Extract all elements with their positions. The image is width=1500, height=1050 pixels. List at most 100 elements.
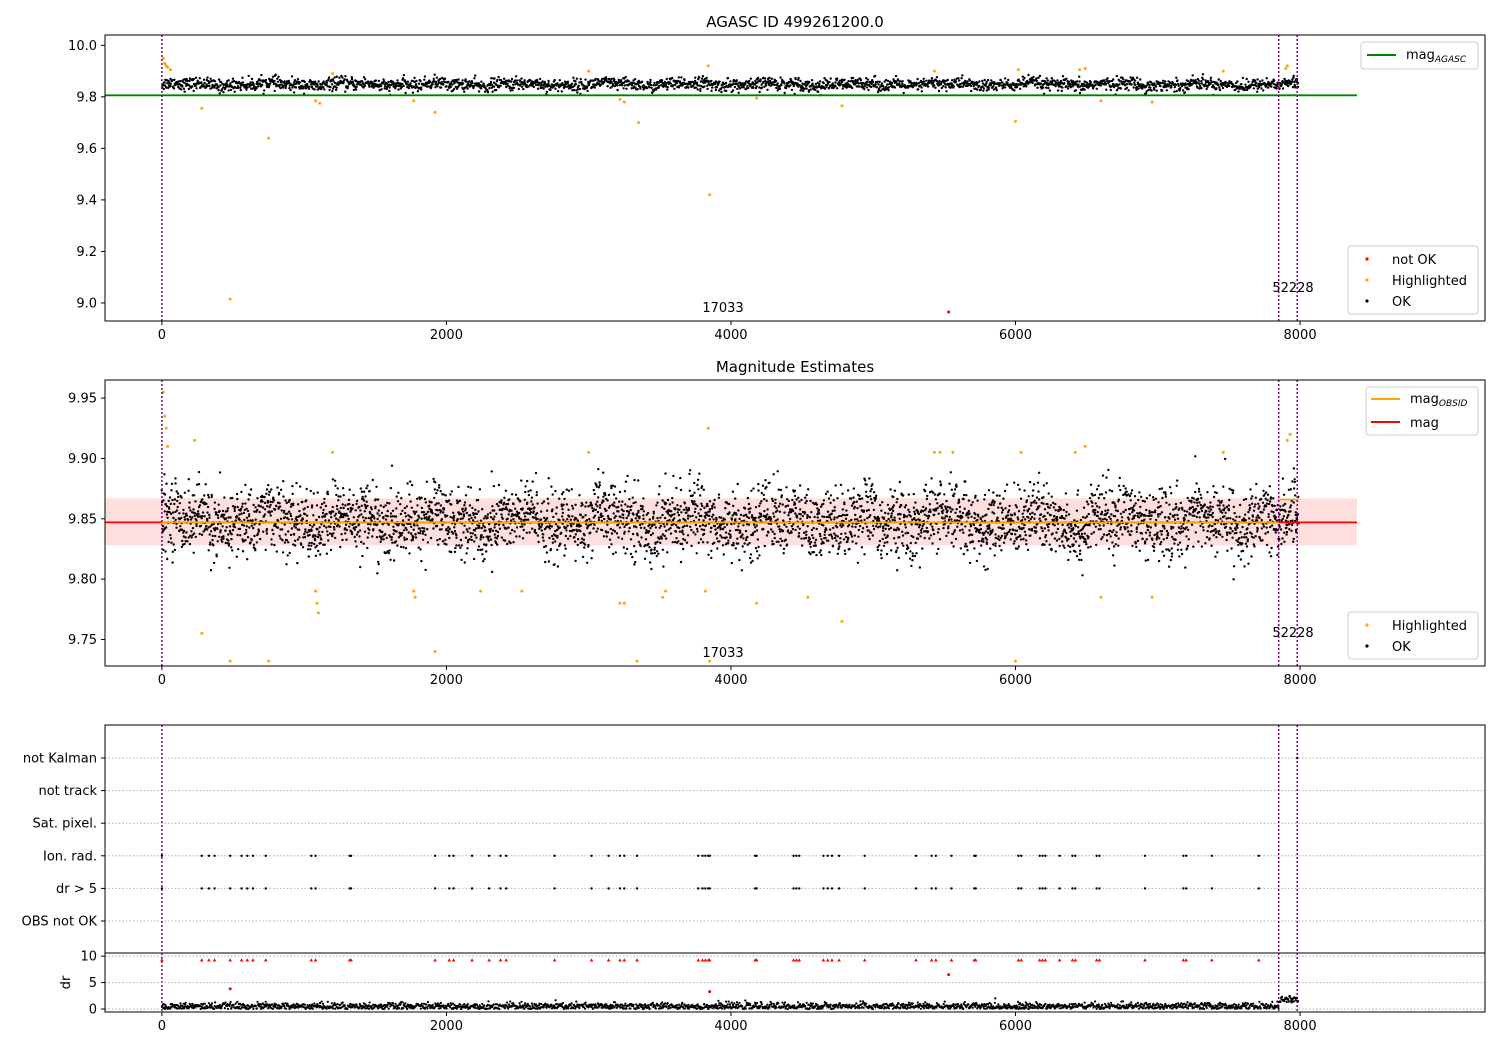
- ok-point: [305, 499, 308, 502]
- ok-point: [209, 569, 213, 572]
- ok-point: [390, 519, 394, 522]
- ok-point: [759, 78, 762, 81]
- ok-point: [749, 553, 753, 556]
- ok-point: [195, 519, 198, 522]
- ok-point: [664, 502, 668, 505]
- ok-point: [387, 523, 390, 526]
- ok-point: [245, 525, 248, 528]
- ok-point: [399, 512, 403, 516]
- ok-point: [188, 79, 191, 83]
- ok-point: [858, 85, 861, 88]
- ok-point: [392, 525, 395, 528]
- ok-point: [689, 515, 692, 518]
- ok-point: [487, 539, 490, 542]
- ok-point: [314, 535, 317, 538]
- ok-point: [581, 503, 584, 506]
- ok-point: [1183, 91, 1187, 94]
- ok-point: [273, 508, 277, 511]
- ok-point: [613, 485, 617, 488]
- ok-point: [1129, 76, 1132, 79]
- ok-point: [711, 86, 714, 89]
- ok-point: [440, 518, 444, 521]
- ok-point: [1287, 84, 1290, 87]
- ok-point: [739, 513, 743, 517]
- ok-point: [1061, 86, 1064, 89]
- ok-point: [715, 531, 719, 535]
- ok-point: [556, 90, 560, 93]
- ok-point: [638, 515, 641, 518]
- ok-point: [1134, 83, 1137, 87]
- ok-point: [194, 76, 198, 80]
- ok-point: [737, 525, 740, 528]
- ok-point: [198, 77, 201, 80]
- ok-point: [469, 514, 472, 517]
- ok-point: [368, 85, 371, 88]
- ok-point: [798, 84, 801, 87]
- ok-point: [436, 509, 439, 512]
- ok-point: [233, 90, 236, 94]
- ok-point: [1236, 80, 1239, 83]
- ok-point: [642, 510, 645, 513]
- ok-point: [496, 78, 499, 82]
- ok-point: [294, 526, 297, 529]
- ok-point: [489, 529, 492, 533]
- ok-point: [535, 532, 538, 535]
- ok-point: [1209, 79, 1212, 82]
- ok-point: [725, 536, 728, 539]
- ok-point: [493, 509, 496, 512]
- ok-point: [696, 478, 700, 481]
- ok-point: [613, 78, 616, 81]
- ok-point: [428, 80, 432, 84]
- ok-point: [265, 492, 268, 495]
- ok-point: [298, 528, 301, 531]
- ok-point: [636, 88, 639, 91]
- ok-point: [241, 81, 245, 84]
- ok-point: [187, 87, 190, 91]
- y-tick-label: 9.8: [76, 90, 97, 105]
- ok-point: [263, 495, 266, 499]
- ok-point: [665, 523, 669, 526]
- ok-point: [1257, 85, 1261, 89]
- ok-point: [678, 508, 681, 511]
- ok-point: [425, 480, 429, 483]
- ok-point: [772, 473, 775, 476]
- ok-point: [1201, 78, 1205, 81]
- ok-point: [471, 506, 474, 510]
- ok-point: [1106, 77, 1109, 80]
- ok-point: [317, 80, 320, 83]
- ok-point: [349, 82, 353, 85]
- ok-point: [453, 526, 456, 529]
- ok-point: [200, 81, 203, 84]
- ok-point: [501, 517, 504, 520]
- ok-point: [194, 500, 197, 503]
- ok-point: [666, 86, 669, 89]
- ok-point: [173, 498, 177, 501]
- ok-point: [352, 82, 355, 85]
- ok-point: [639, 87, 642, 90]
- ok-point: [185, 531, 188, 534]
- ok-point: [709, 530, 712, 533]
- ok-point: [1159, 84, 1162, 88]
- ok-point: [610, 80, 613, 83]
- ok-point: [835, 87, 839, 90]
- ok-point: [464, 494, 468, 497]
- ok-point: [371, 535, 374, 538]
- ok-point: [423, 497, 427, 501]
- ok-point: [426, 510, 430, 514]
- ok-point: [483, 557, 486, 561]
- ok-point: [512, 518, 515, 521]
- ok-point: [302, 92, 306, 95]
- ok-point: [555, 506, 558, 509]
- ok-point: [279, 83, 282, 86]
- ok-point: [590, 504, 594, 507]
- ok-point: [737, 509, 740, 512]
- ok-point: [506, 502, 510, 506]
- ok-point: [379, 504, 382, 507]
- ok-point: [307, 544, 310, 547]
- ok-point: [223, 513, 226, 516]
- ok-point: [533, 529, 537, 533]
- ok-point: [359, 565, 362, 569]
- ok-point: [524, 485, 527, 488]
- ok-point: [250, 83, 253, 87]
- ok-point: [332, 80, 335, 83]
